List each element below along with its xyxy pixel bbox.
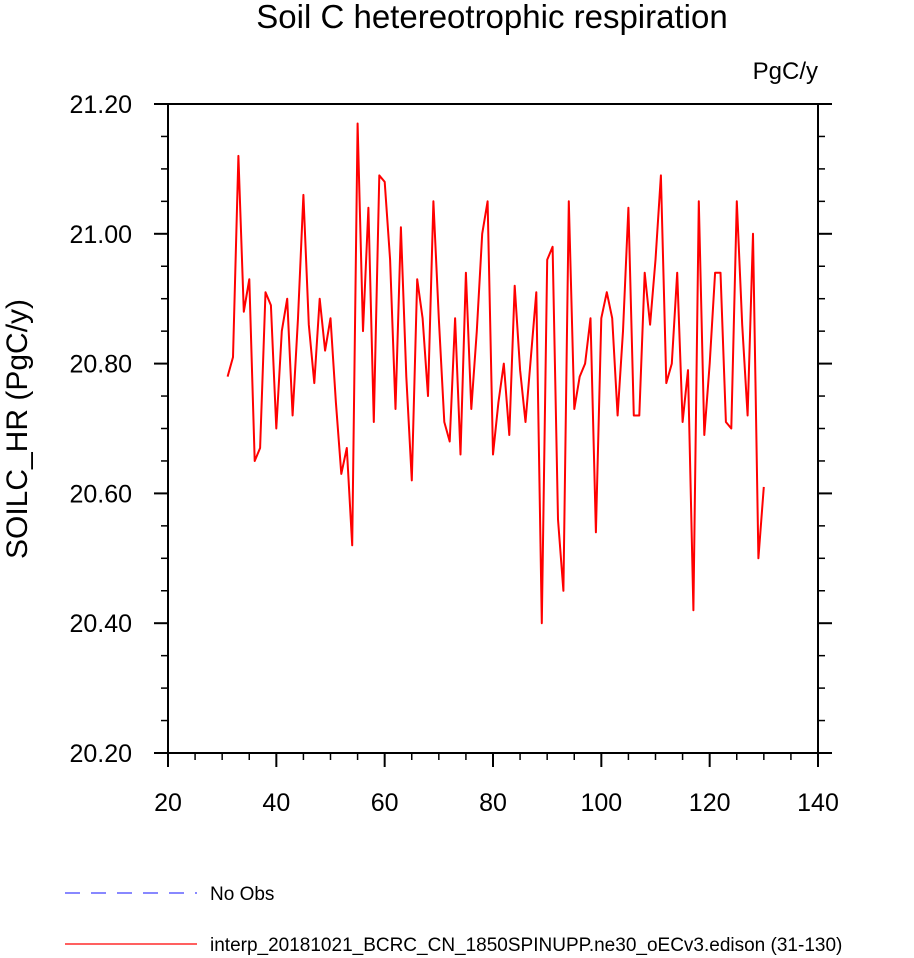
x-tick-label: 140 bbox=[797, 789, 839, 817]
x-tick-label: 40 bbox=[262, 789, 290, 817]
legend-label-no-obs: No Obs bbox=[210, 884, 274, 905]
series-line bbox=[226, 122, 765, 625]
y-tick-label: 20.60 bbox=[69, 480, 132, 508]
y-ticks: 20.20 20.40 20.60 20.80 21.00 21.20 bbox=[69, 91, 832, 768]
chart-title: Soil C hetereotrophic respiration bbox=[256, 0, 727, 35]
x-tick-label: 20 bbox=[154, 789, 182, 817]
x-tick-label: 60 bbox=[371, 789, 399, 817]
legend-label-model: interp_20181021_BCRC_CN_1850SPINUPP.ne30… bbox=[210, 935, 842, 956]
plot-area bbox=[226, 122, 765, 625]
legend: No Obs interp_20181021_BCRC_CN_1850SPINU… bbox=[65, 884, 842, 956]
y-tick-label: 21.20 bbox=[69, 91, 132, 119]
x-tick-label: 120 bbox=[689, 789, 731, 817]
y-tick-label: 20.20 bbox=[69, 740, 132, 768]
x-tick-label: 80 bbox=[479, 789, 507, 817]
units-label: PgC/y bbox=[753, 58, 818, 85]
y-axis-title: SOILC_HR (PgC/y) bbox=[1, 299, 34, 559]
y-tick-label: 20.80 bbox=[69, 351, 132, 379]
y-tick-label: 21.00 bbox=[69, 221, 132, 249]
y-tick-label: 20.40 bbox=[69, 610, 132, 638]
x-tick-label: 100 bbox=[580, 789, 622, 817]
x-ticks: 20 40 60 80 100 120 140 bbox=[154, 753, 839, 817]
